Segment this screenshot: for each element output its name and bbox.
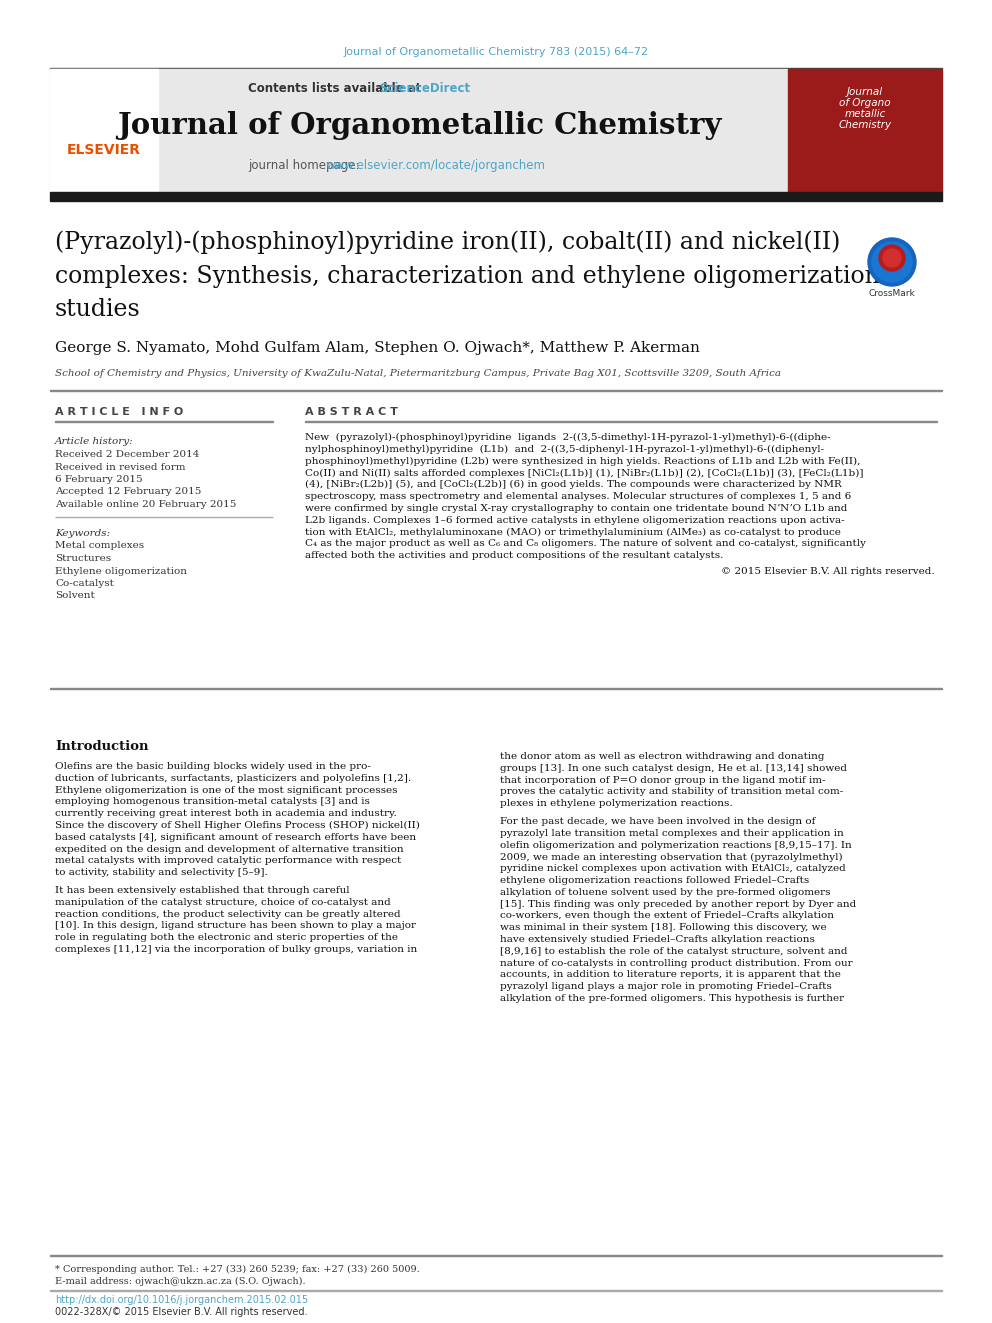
Text: Olefins are the basic building blocks widely used in the pro-: Olefins are the basic building blocks wi…: [55, 762, 371, 771]
Text: manipulation of the catalyst structure, choice of co-catalyst and: manipulation of the catalyst structure, …: [55, 898, 391, 906]
Text: Chemistry: Chemistry: [838, 120, 892, 130]
Text: currently receiving great interest both in academia and industry.: currently receiving great interest both …: [55, 810, 397, 818]
Bar: [50, 192, 942, 201]
Text: 6 February 2015: 6 February 2015: [55, 475, 143, 484]
Text: ELSEVIER: ELSEVIER: [67, 143, 141, 157]
Text: reaction conditions, the product selectivity can be greatly altered: reaction conditions, the product selecti…: [55, 910, 401, 918]
Text: ethylene oligomerization reactions followed Friedel–Crafts: ethylene oligomerization reactions follo…: [500, 876, 809, 885]
Text: spectroscopy, mass spectrometry and elemental analyses. Molecular structures of : spectroscopy, mass spectrometry and elem…: [305, 492, 851, 501]
Text: pyridine nickel complexes upon activation with EtAlCl₂, catalyzed: pyridine nickel complexes upon activatio…: [500, 864, 846, 873]
Text: metallic: metallic: [844, 108, 886, 119]
Text: co-workers, even though the extent of Friedel–Crafts alkylation: co-workers, even though the extent of Fr…: [500, 912, 834, 921]
Text: [10]. In this design, ligand structure has been shown to play a major: [10]. In this design, ligand structure h…: [55, 921, 416, 930]
Text: Ethylene oligomerization: Ethylene oligomerization: [55, 566, 187, 576]
Text: pyrazolyl ligand plays a major role in promoting Friedel–Crafts: pyrazolyl ligand plays a major role in p…: [500, 982, 831, 991]
Text: were confirmed by single crystal X-ray crystallography to contain one tridentate: were confirmed by single crystal X-ray c…: [305, 504, 847, 513]
Text: New  (pyrazolyl)-(phosphinoyl)pyridine  ligands  2-((3,5-dimethyl-1H-pyrazol-1-y: New (pyrazolyl)-(phosphinoyl)pyridine li…: [305, 433, 830, 442]
Text: CrossMark: CrossMark: [869, 288, 916, 298]
Text: 0022-328X/© 2015 Elsevier B.V. All rights reserved.: 0022-328X/© 2015 Elsevier B.V. All right…: [55, 1307, 308, 1316]
Text: have extensively studied Friedel–Crafts alkylation reactions: have extensively studied Friedel–Crafts …: [500, 935, 814, 945]
Text: to activity, stability and selectivity [5–9].: to activity, stability and selectivity […: [55, 868, 268, 877]
Text: For the past decade, we have been involved in the design of: For the past decade, we have been involv…: [500, 818, 815, 826]
Text: L2b ligands. Complexes 1–6 formed active catalysts in ethylene oligomerization r: L2b ligands. Complexes 1–6 formed active…: [305, 516, 844, 525]
Text: role in regulating both the electronic and steric properties of the: role in regulating both the electronic a…: [55, 933, 398, 942]
Text: ScienceDirect: ScienceDirect: [380, 82, 471, 94]
Text: proves the catalytic activity and stability of transition metal com-: proves the catalytic activity and stabil…: [500, 787, 843, 796]
Text: Introduction: Introduction: [55, 740, 149, 753]
Text: Accepted 12 February 2015: Accepted 12 February 2015: [55, 487, 201, 496]
Text: metal catalysts with improved catalytic performance with respect: metal catalysts with improved catalytic …: [55, 856, 401, 865]
Text: E-mail address: ojwach@ukzn.ac.za (S.O. Ojwach).: E-mail address: ojwach@ukzn.ac.za (S.O. …: [55, 1277, 306, 1286]
Text: of Organo: of Organo: [839, 98, 891, 108]
Text: © 2015 Elsevier B.V. All rights reserved.: © 2015 Elsevier B.V. All rights reserved…: [721, 566, 935, 576]
Text: the donor atom as well as electron withdrawing and donating: the donor atom as well as electron withd…: [500, 751, 824, 761]
Text: phosphinoyl)methyl)pyridine (L2b) were synthesized in high yields. Reactions of : phosphinoyl)methyl)pyridine (L2b) were s…: [305, 456, 860, 466]
Bar: [788, 69, 942, 192]
Text: nylphosphinoyl)methyl)pyridine  (L1b)  and  2-((3,5-diphenyl-1H-pyrazol-1-yl)met: nylphosphinoyl)methyl)pyridine (L1b) and…: [305, 445, 824, 454]
Circle shape: [879, 245, 905, 271]
Text: studies: studies: [55, 299, 141, 321]
Bar: [50, 69, 788, 192]
Text: [8,9,16] to establish the role of the catalyst structure, solvent and: [8,9,16] to establish the role of the ca…: [500, 947, 847, 955]
Text: (4), [NiBr₂(L2b)] (5), and [CoCl₂(L2b)] (6) in good yields. The compounds were c: (4), [NiBr₂(L2b)] (5), and [CoCl₂(L2b)] …: [305, 480, 842, 490]
Text: Metal complexes: Metal complexes: [55, 541, 144, 550]
Text: A B S T R A C T: A B S T R A C T: [305, 407, 398, 417]
Text: * Corresponding author. Tel.: +27 (33) 260 5239; fax: +27 (33) 260 5009.: * Corresponding author. Tel.: +27 (33) 2…: [55, 1265, 420, 1274]
Text: groups [13]. In one such catalyst design, He et al. [13,14] showed: groups [13]. In one such catalyst design…: [500, 763, 847, 773]
Text: affected both the activities and product compositions of the resultant catalysts: affected both the activities and product…: [305, 550, 723, 560]
Text: Received in revised form: Received in revised form: [55, 463, 186, 471]
Text: Ethylene oligomerization is one of the most significant processes: Ethylene oligomerization is one of the m…: [55, 786, 398, 795]
Text: alkylation of toluene solvent used by the pre-formed oligomers: alkylation of toluene solvent used by th…: [500, 888, 830, 897]
Text: Contents lists available at: Contents lists available at: [248, 82, 426, 94]
Bar: [50, 69, 158, 192]
Text: olefin oligomerization and polymerization reactions [8,9,15–17]. In: olefin oligomerization and polymerizatio…: [500, 840, 852, 849]
Circle shape: [872, 242, 912, 282]
Text: complexes [11,12] via the incorporation of bulky groups, variation in: complexes [11,12] via the incorporation …: [55, 945, 418, 954]
Text: A R T I C L E   I N F O: A R T I C L E I N F O: [55, 407, 184, 417]
Text: based catalysts [4], significant amount of research efforts have been: based catalysts [4], significant amount …: [55, 832, 416, 841]
Text: duction of lubricants, surfactants, plasticizers and polyolefins [1,2].: duction of lubricants, surfactants, plas…: [55, 774, 411, 783]
Text: (Pyrazolyl)-(phosphinoyl)pyridine iron(II), cobalt(II) and nickel(II): (Pyrazolyl)-(phosphinoyl)pyridine iron(I…: [55, 230, 840, 254]
Text: George S. Nyamato, Mohd Gulfam Alam, Stephen O. Ojwach*, Matthew P. Akerman: George S. Nyamato, Mohd Gulfam Alam, Ste…: [55, 341, 700, 355]
Text: 2009, we made an interesting observation that (pyrazolylmethyl): 2009, we made an interesting observation…: [500, 852, 842, 861]
Text: School of Chemistry and Physics, University of KwaZulu-Natal, Pietermaritzburg C: School of Chemistry and Physics, Univers…: [55, 369, 781, 378]
Text: employing homogenous transition-metal catalysts [3] and is: employing homogenous transition-metal ca…: [55, 798, 370, 807]
Text: alkylation of the pre-formed oligomers. This hypothesis is further: alkylation of the pre-formed oligomers. …: [500, 994, 844, 1003]
Text: journal homepage:: journal homepage:: [248, 159, 363, 172]
Text: that incorporation of P=O donor group in the ligand motif im-: that incorporation of P=O donor group in…: [500, 775, 825, 785]
Text: http://dx.doi.org/10.1016/j.jorganchem.2015.02.015: http://dx.doi.org/10.1016/j.jorganchem.2…: [55, 1295, 309, 1304]
Text: Keywords:: Keywords:: [55, 528, 110, 537]
Text: pyrazolyl late transition metal complexes and their application in: pyrazolyl late transition metal complexe…: [500, 828, 844, 837]
Text: complexes: Synthesis, characterization and ethylene oligomerization: complexes: Synthesis, characterization a…: [55, 265, 880, 287]
Text: Journal: Journal: [847, 87, 883, 97]
Text: Co(II) and Ni(II) salts afforded complexes [NiCl₂(L1b)] (1), [NiBr₂(L1b)] (2), [: Co(II) and Ni(II) salts afforded complex…: [305, 468, 863, 478]
Text: [15]. This finding was only preceded by another report by Dyer and: [15]. This finding was only preceded by …: [500, 900, 856, 909]
Text: nature of co-catalysts in controlling product distribution. From our: nature of co-catalysts in controlling pr…: [500, 959, 853, 967]
Text: Since the discovery of Shell Higher Olefins Process (SHOP) nickel(II): Since the discovery of Shell Higher Olef…: [55, 822, 420, 830]
Text: tion with EtAlCl₂, methylaluminoxane (MAO) or trimethylaluminium (AlMe₃) as co-c: tion with EtAlCl₂, methylaluminoxane (MA…: [305, 528, 841, 537]
Text: Received 2 December 2014: Received 2 December 2014: [55, 450, 199, 459]
Text: Journal of Organometallic Chemistry 783 (2015) 64–72: Journal of Organometallic Chemistry 783 …: [343, 48, 649, 57]
Text: Structures: Structures: [55, 554, 111, 564]
Circle shape: [868, 238, 916, 286]
Text: accounts, in addition to literature reports, it is apparent that the: accounts, in addition to literature repo…: [500, 970, 841, 979]
Text: C₄ as the major product as well as C₆ and C₈ oligomers. The nature of solvent an: C₄ as the major product as well as C₆ an…: [305, 540, 866, 548]
Text: Journal of Organometallic Chemistry: Journal of Organometallic Chemistry: [117, 111, 721, 139]
Text: plexes in ethylene polymerization reactions.: plexes in ethylene polymerization reacti…: [500, 799, 733, 808]
Text: Co-catalyst: Co-catalyst: [55, 579, 114, 587]
Text: It has been extensively established that through careful: It has been extensively established that…: [55, 886, 349, 894]
Text: Available online 20 February 2015: Available online 20 February 2015: [55, 500, 236, 509]
Text: www.elsevier.com/locate/jorganchem: www.elsevier.com/locate/jorganchem: [325, 159, 546, 172]
Text: Article history:: Article history:: [55, 437, 134, 446]
Text: expedited on the design and development of alternative transition: expedited on the design and development …: [55, 844, 404, 853]
Circle shape: [883, 249, 901, 267]
Text: Solvent: Solvent: [55, 591, 95, 601]
Text: was minimal in their system [18]. Following this discovery, we: was minimal in their system [18]. Follow…: [500, 923, 826, 933]
